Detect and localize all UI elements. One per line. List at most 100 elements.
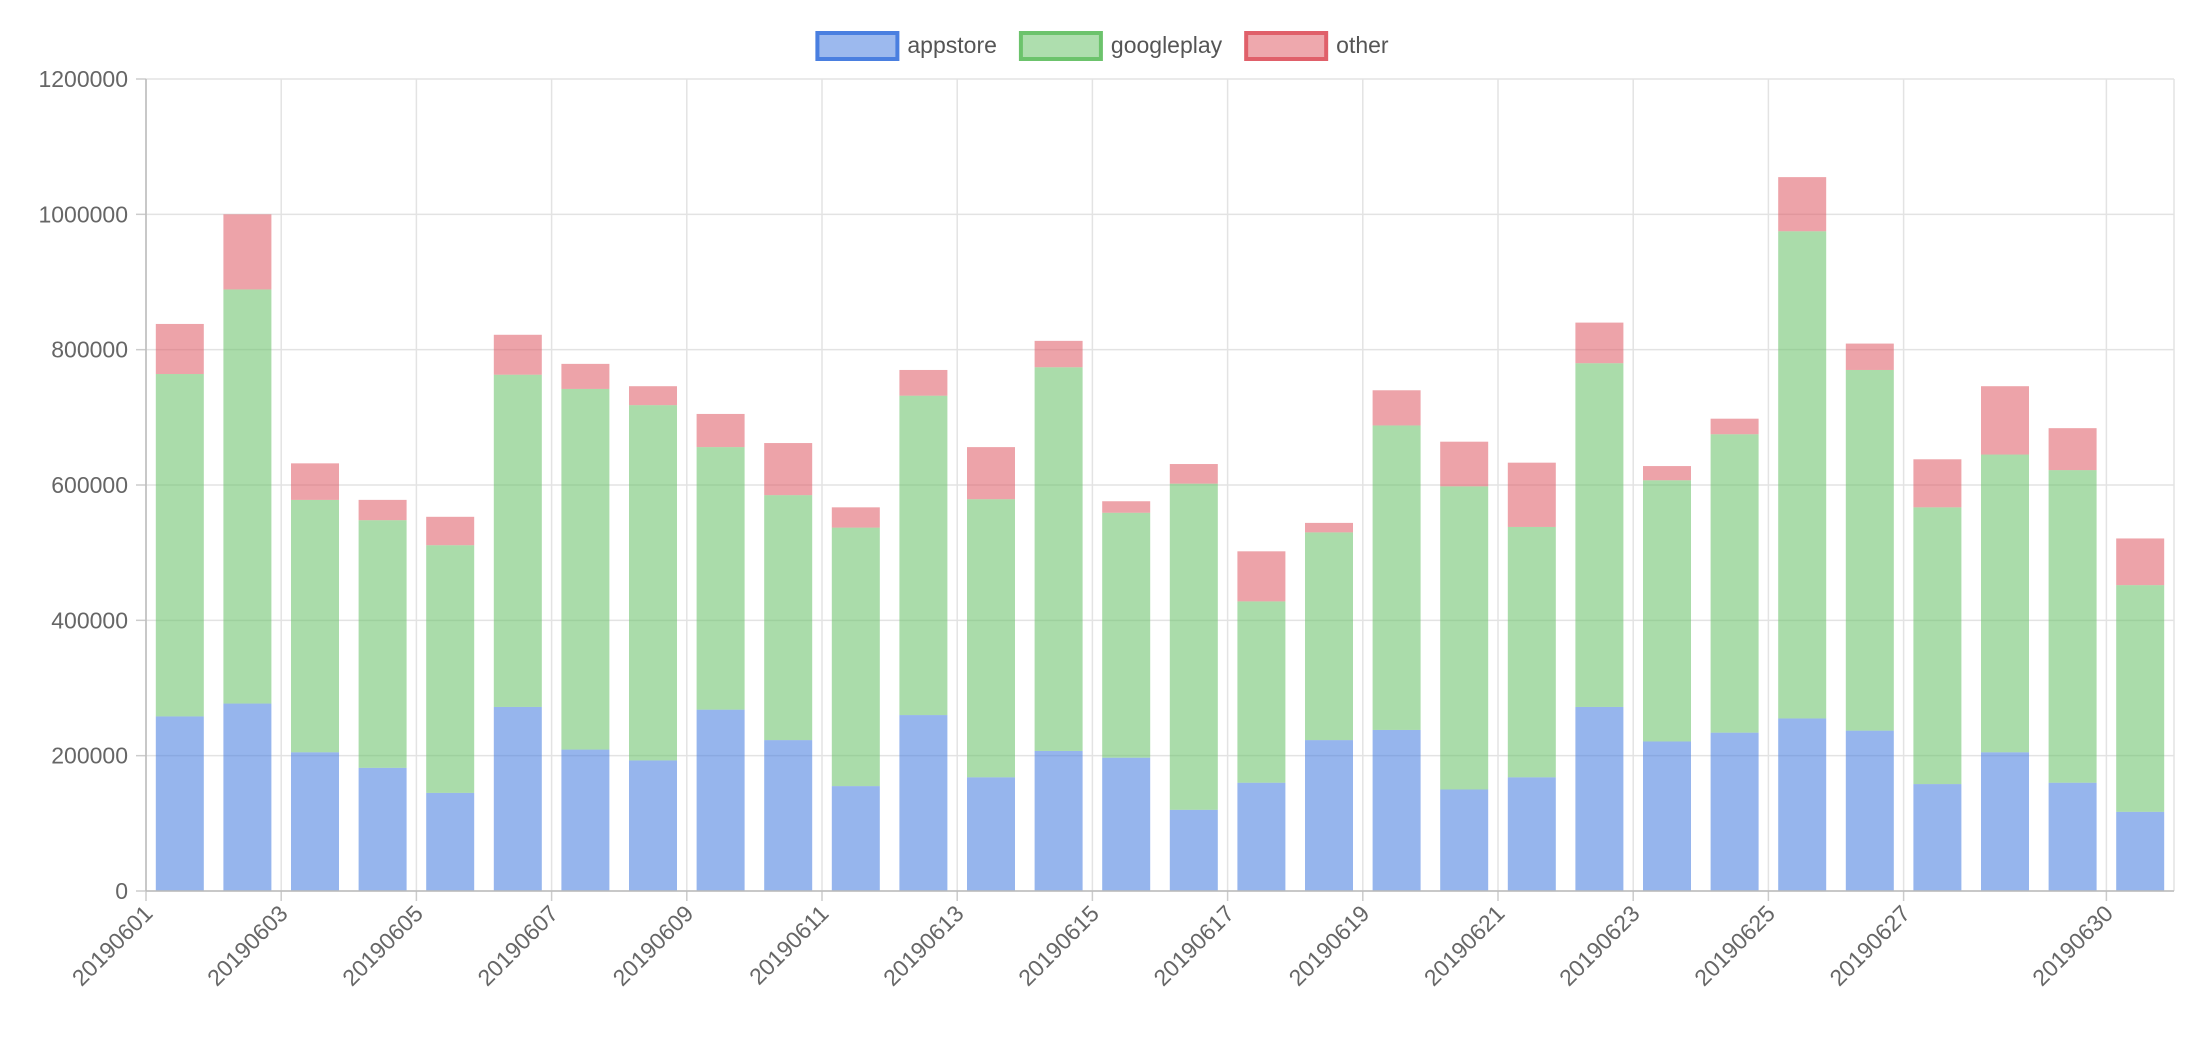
bar-appstore[interactable] [1710,732,1759,891]
legend[interactable]: appstore googleplay other [815,31,1389,61]
bar-other[interactable] [493,334,542,375]
bar-appstore[interactable] [1643,741,1691,891]
bar-appstore[interactable] [155,716,204,891]
bar-other[interactable] [1913,459,1962,508]
bar-other[interactable] [426,516,475,546]
legend-label: googleplay [1111,32,1223,58]
bar-googleplay[interactable] [1913,507,1962,785]
bar-other[interactable] [358,499,407,521]
bar-other[interactable] [1710,418,1759,435]
bar-googleplay[interactable] [1102,512,1151,758]
legend-item-other[interactable]: other [1244,31,1389,61]
bar-googleplay[interactable] [1845,369,1894,731]
bar-appstore[interactable] [1372,729,1421,891]
bar-googleplay[interactable] [2116,585,2165,812]
bar-appstore[interactable] [967,777,1015,891]
bar-googleplay[interactable] [1305,532,1353,741]
bar-appstore[interactable] [1981,752,2029,891]
bar-appstore[interactable] [2048,782,2097,891]
bar-googleplay[interactable] [1372,425,1421,730]
bar-googleplay[interactable] [1507,526,1556,778]
bar-googleplay[interactable] [764,495,813,741]
bar-other[interactable] [2048,428,2097,471]
bar-other[interactable] [223,214,272,290]
bar-other[interactable] [831,507,880,528]
bar-other[interactable] [696,413,745,448]
bar-googleplay[interactable] [1440,486,1489,790]
bar-other[interactable] [561,363,610,389]
bar-googleplay[interactable] [1981,454,2029,753]
bar-googleplay[interactable] [696,447,745,710]
bar-appstore[interactable] [1845,730,1894,891]
bar-appstore[interactable] [426,792,475,891]
bar-appstore[interactable] [2116,811,2165,891]
bar-googleplay[interactable] [291,499,339,753]
bar-googleplay[interactable] [561,388,610,750]
bar-other[interactable] [1845,343,1894,370]
bar-appstore[interactable] [629,760,677,891]
bar-googleplay[interactable] [629,405,677,761]
bar-googleplay[interactable] [967,499,1015,778]
bar-other[interactable] [1372,390,1421,426]
bar-other[interactable] [291,463,339,500]
bar-googleplay[interactable] [1034,367,1083,751]
bar-appstore[interactable] [1169,809,1218,891]
bar-googleplay[interactable] [1575,363,1624,707]
bar-appstore[interactable] [561,749,610,891]
bar-appstore[interactable] [1102,757,1151,891]
legend-label: appstore [907,32,997,58]
bar-other[interactable] [1981,386,2029,455]
legend-item-appstore[interactable]: appstore [815,31,997,61]
bar-appstore[interactable] [1507,777,1556,891]
bar-appstore[interactable] [223,703,272,891]
bar-other[interactable] [899,369,948,396]
bar-googleplay[interactable] [1643,480,1691,742]
bar-googleplay[interactable] [493,374,542,707]
bar-appstore[interactable] [831,786,880,891]
bar-appstore[interactable] [1575,706,1624,891]
bar-appstore[interactable] [358,767,407,891]
bar-appstore[interactable] [1440,789,1489,892]
bar-appstore[interactable] [696,709,745,891]
bar-other[interactable] [1102,501,1151,513]
bar-googleplay[interactable] [831,527,880,787]
bar-googleplay[interactable] [1710,434,1759,733]
bar-googleplay[interactable] [155,374,204,717]
bar-other[interactable] [1034,340,1083,368]
bar-googleplay[interactable] [899,395,948,716]
bar-googleplay[interactable] [223,289,272,704]
bar-appstore[interactable] [764,740,813,891]
bar-appstore[interactable] [1237,782,1286,891]
bar-other[interactable] [1575,322,1624,364]
bar-appstore[interactable] [493,706,542,891]
bar-appstore[interactable] [1913,784,1962,891]
bar-other[interactable] [155,323,204,375]
bar-other[interactable] [1305,522,1353,533]
bar-other[interactable] [629,386,677,406]
bar-appstore[interactable] [1034,750,1083,891]
bar-appstore[interactable] [291,752,339,891]
bar-other[interactable] [1440,441,1489,487]
bar-googleplay[interactable] [2048,470,2097,783]
legend-item-googleplay[interactable]: googleplay [1018,31,1223,61]
bar-other[interactable] [1778,177,1827,232]
grid-lines [145,78,2175,892]
x-tick-label: 20190627 [1824,900,1915,991]
bar-other[interactable] [967,447,1015,500]
bar-other[interactable] [1237,551,1286,602]
bar-appstore[interactable] [899,715,948,891]
bar-other[interactable] [2116,538,2165,586]
bar-appstore[interactable] [1305,740,1353,891]
bar-googleplay[interactable] [1237,601,1286,783]
bar-other[interactable] [1643,466,1691,481]
bar-other[interactable] [1507,462,1556,527]
legend-swatch [1244,31,1329,61]
bar-other[interactable] [764,443,813,496]
bar-appstore[interactable] [1778,718,1827,891]
bar-googleplay[interactable] [1778,231,1827,719]
bar-googleplay[interactable] [1169,483,1218,810]
bar-other[interactable] [1169,464,1218,484]
bar-googleplay[interactable] [358,520,407,768]
bar-googleplay[interactable] [426,545,475,793]
